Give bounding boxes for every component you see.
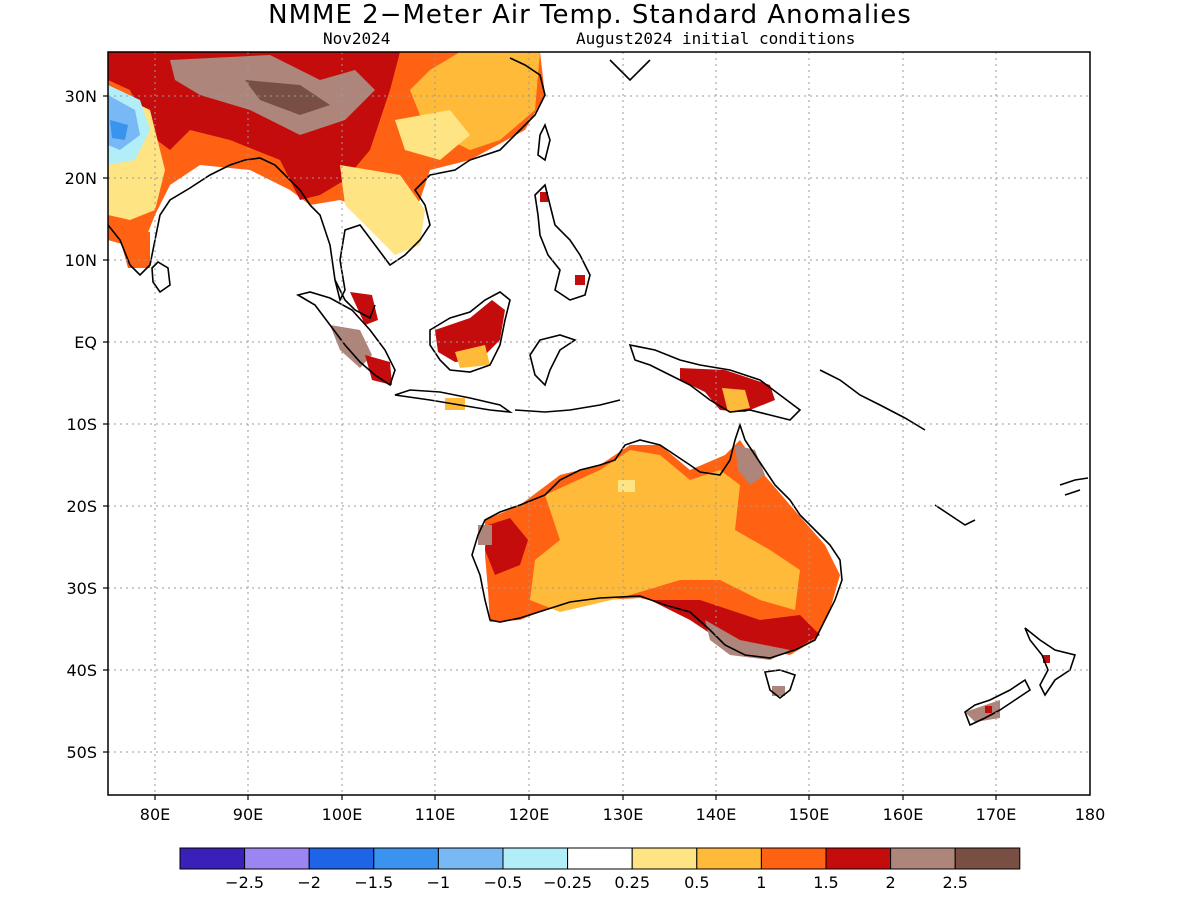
anomaly-shading — [108, 52, 1050, 722]
lat-label: 30S — [66, 579, 97, 598]
legend-label: −1 — [427, 873, 451, 892]
region-australia-se-brown — [705, 620, 790, 660]
coast-india — [108, 157, 311, 277]
region-australia-se-red — [650, 600, 820, 652]
legend-swatch — [825, 847, 892, 870]
region-philippines — [540, 192, 585, 285]
latitude-labels: 30N 20N 10N EQ 10S 20S 30S 40S 50S — [65, 87, 97, 762]
region-tibet-darkbrown — [245, 80, 330, 115]
lat-label: 30N — [65, 87, 97, 106]
lon-label: 110E — [415, 805, 456, 824]
coast-new-guinea — [628, 343, 802, 421]
coast-sri-lanka — [151, 260, 171, 294]
axis-ticks — [103, 95, 997, 800]
legend-swatch — [502, 847, 569, 870]
coast-sulawesi — [529, 334, 577, 387]
lon-label: 130E — [603, 805, 644, 824]
coast-java — [394, 389, 513, 414]
init-conditions-label: August2024 initial conditions — [576, 29, 856, 48]
region-tasmania — [772, 686, 785, 696]
longitude-labels: 80E 90E 100E 110E 120E 130E 140E 150E 16… — [140, 805, 1106, 824]
legend-label: −0.5 — [484, 873, 523, 892]
legend-swatch — [760, 847, 827, 870]
coast-solomons — [819, 369, 926, 431]
legend-label: 1 — [756, 873, 766, 892]
lon-label: 170E — [976, 805, 1017, 824]
coast-korea — [609, 59, 651, 82]
lon-label: 90E — [233, 805, 263, 824]
coast-philippines — [534, 183, 591, 301]
coastlines — [108, 57, 1089, 727]
lon-label: 180 — [1075, 805, 1106, 824]
coast-new-zealand-south — [964, 678, 1032, 727]
lat-label: 20S — [66, 497, 97, 516]
region-australia-west-red — [485, 518, 528, 575]
legend-label: −0.25 — [543, 873, 592, 892]
region-india-blue — [110, 120, 128, 140]
lon-label: 80E — [140, 805, 170, 824]
lat-label: 50S — [66, 743, 97, 762]
lat-label: 10S — [66, 415, 97, 434]
region-australia-lightyellow — [618, 480, 635, 492]
legend-swatch — [567, 847, 633, 870]
legend-swatch — [179, 847, 246, 870]
lat-label: 40S — [66, 661, 97, 680]
region-australia-west-brown — [478, 525, 492, 545]
lon-label: 160E — [883, 805, 924, 824]
map-title: NMME 2−Meter Air Temp. Standard Anomalie… — [268, 0, 912, 30]
coast-taiwan — [537, 122, 551, 162]
region-sri-lanka — [118, 232, 150, 268]
lon-label: 150E — [789, 805, 830, 824]
lat-label: 20N — [65, 169, 97, 188]
region-sumatra — [330, 325, 372, 368]
legend-swatch — [696, 847, 762, 870]
coast-vanuatu — [934, 504, 976, 526]
region-australia-ne-brown — [735, 445, 765, 485]
region-new-guinea-yellow — [722, 388, 750, 412]
legend-swatch — [890, 847, 956, 870]
legend-swatch — [308, 847, 375, 870]
gridlines — [108, 52, 1090, 795]
region-indochina-yellow — [340, 165, 425, 255]
legend-swatch — [954, 847, 1021, 870]
legend-label: −1.5 — [354, 873, 393, 892]
lon-label: 120E — [509, 805, 550, 824]
legend-label: 1.5 — [813, 873, 838, 892]
lat-label: 10N — [65, 251, 97, 270]
coast-sumatra — [295, 291, 396, 387]
legend-swatch — [631, 847, 698, 870]
legend-swatch — [244, 847, 310, 870]
region-australia-yellow — [530, 450, 800, 612]
region-china-lightyellow — [395, 110, 470, 160]
valid-month-label: Nov2024 — [323, 29, 391, 48]
legend-label: 2.5 — [942, 873, 967, 892]
region-new-zealand — [965, 700, 1000, 722]
legend-label: 2 — [886, 873, 896, 892]
legend-swatch — [437, 847, 504, 870]
legend-label: 0.25 — [614, 873, 650, 892]
legend-label: 0.5 — [684, 873, 709, 892]
lon-label: 140E — [696, 805, 737, 824]
coast-new-zealand-north — [1024, 627, 1077, 697]
coast-lesser-sunda — [514, 399, 621, 413]
legend-swatch — [373, 847, 439, 870]
coast-china — [469, 57, 546, 161]
lon-label: 100E — [322, 805, 363, 824]
coast-australia — [471, 422, 843, 659]
legend-label: −2 — [297, 873, 321, 892]
region-borneo-yellow — [455, 345, 490, 368]
coast-borneo — [429, 291, 511, 373]
lat-label: EQ — [74, 333, 97, 352]
region-borneo — [435, 300, 505, 362]
region-sumatra-red — [350, 292, 392, 385]
color-legend: −2.5 −2 −1.5 −1 −0.5 −0.25 0.25 0.5 1 1.5 2 2.5 — [179, 847, 1021, 892]
legend-label: −2.5 — [225, 873, 264, 892]
coast-fiji — [1059, 477, 1089, 496]
